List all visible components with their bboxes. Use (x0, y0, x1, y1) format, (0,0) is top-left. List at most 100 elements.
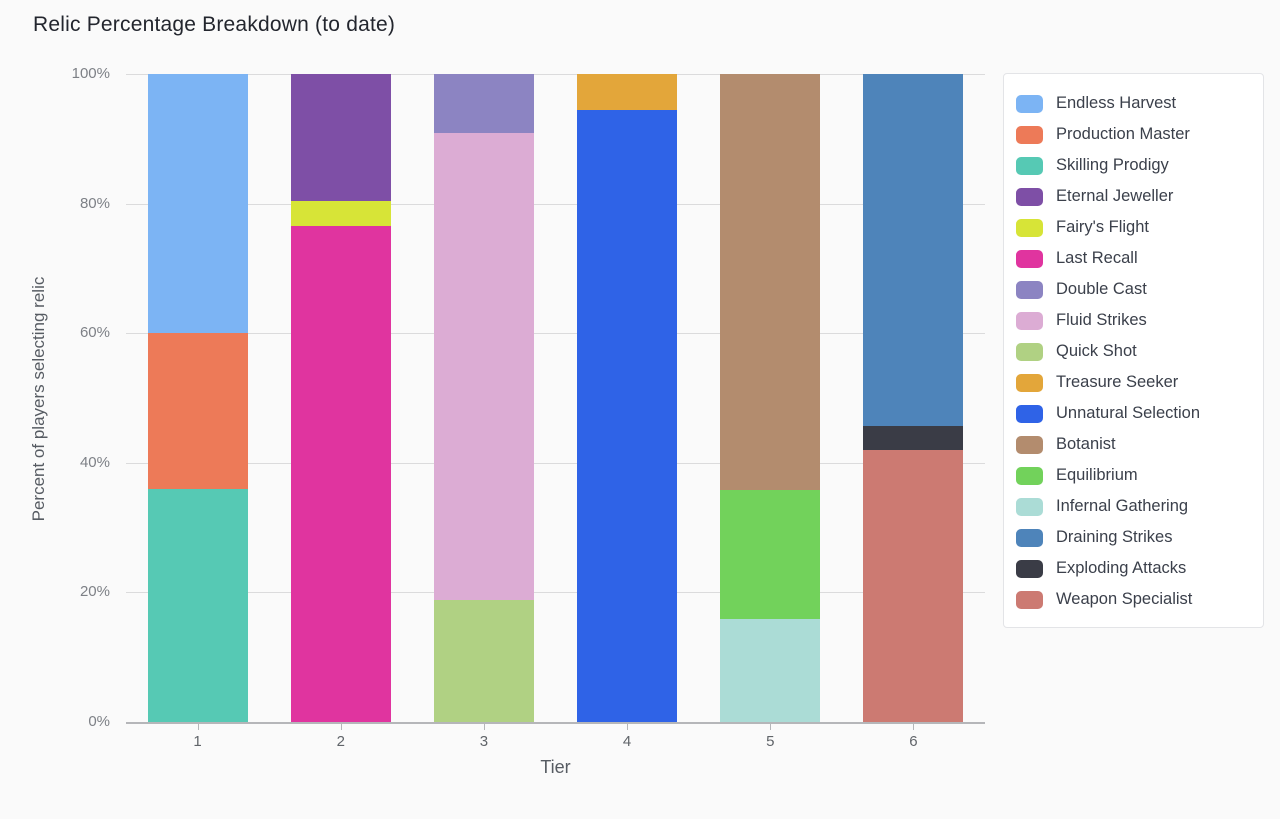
bar-segment[interactable] (433, 132, 534, 601)
legend-swatch (1016, 218, 1043, 237)
legend-label: Botanist (1056, 435, 1116, 453)
bar-segment[interactable] (863, 425, 964, 450)
legend-swatch (1016, 435, 1043, 454)
gridline (126, 333, 985, 335)
legend-item[interactable]: Fluid Strikes (1016, 305, 1249, 336)
legend-label: Last Recall (1056, 249, 1138, 267)
legend-item[interactable]: Double Cast (1016, 274, 1249, 305)
legend-label: Equilibrium (1056, 466, 1138, 484)
stacked-bar-tier-5[interactable] (720, 74, 821, 722)
x-tick-label: 6 (909, 733, 918, 750)
x-tick-mark (770, 724, 772, 730)
legend-swatch (1016, 156, 1043, 175)
stacked-bar-tier-6[interactable] (863, 74, 964, 722)
bar-slot-tier-3 (412, 74, 555, 722)
x-tick-label: 4 (622, 733, 632, 750)
bar-segment[interactable] (577, 110, 678, 722)
legend-item[interactable]: Equilibrium (1016, 460, 1249, 491)
x-axis-title: Tier (540, 757, 571, 777)
legend-item[interactable]: Exploding Attacks (1016, 553, 1249, 584)
x-tick-label: 1 (193, 733, 202, 750)
legend-item[interactable]: Endless Harvest (1016, 88, 1249, 119)
legend-label: Treasure Seeker (1056, 373, 1179, 391)
gridline (126, 462, 985, 464)
bar-segment[interactable] (147, 333, 248, 489)
stacked-bars (126, 74, 985, 722)
y-tick-label: 0% (88, 713, 110, 730)
legend-swatch (1016, 466, 1043, 485)
legend-swatch (1016, 590, 1043, 609)
bar-slot-tier-5 (699, 74, 842, 722)
legend-label: Weapon Specialist (1056, 590, 1193, 608)
bar-segment[interactable] (720, 618, 821, 722)
gridline (126, 74, 985, 75)
bar-segment[interactable] (147, 488, 248, 722)
gridline (126, 592, 985, 594)
legend-swatch (1016, 249, 1043, 268)
x-tick-label: 5 (766, 733, 775, 750)
legend-item[interactable]: Unnatural Selection (1016, 398, 1249, 429)
bar-slot-tier-4 (556, 74, 699, 722)
legend-item[interactable]: Quick Shot (1016, 336, 1249, 367)
x-tick-mark (340, 724, 342, 730)
stacked-bar-tier-1[interactable] (147, 74, 248, 722)
legend-label: Double Cast (1056, 280, 1147, 298)
y-tick-label: 40% (79, 453, 110, 471)
x-tick-label: 3 (479, 733, 489, 750)
stacked-bar-tier-4[interactable] (577, 74, 678, 722)
x-tick-mark (483, 724, 485, 730)
bar-segment[interactable] (863, 74, 964, 426)
x-tick-label: 2 (336, 733, 345, 750)
legend-item[interactable]: Draining Strikes (1016, 522, 1249, 553)
bar-segment[interactable] (863, 449, 964, 722)
legend-swatch (1016, 528, 1043, 547)
legend-item[interactable]: Skilling Prodigy (1016, 150, 1249, 181)
legend-item[interactable]: Treasure Seeker (1016, 367, 1249, 398)
y-axis-tick-labels: 0% 20% 40% 60% 80% 100% (30, 65, 110, 730)
legend-swatch (1016, 559, 1043, 578)
legend-item[interactable]: Weapon Specialist (1016, 584, 1249, 615)
legend-swatch (1016, 187, 1043, 206)
legend-swatch (1016, 280, 1043, 299)
legend-swatch (1016, 404, 1043, 423)
legend-item[interactable]: Eternal Jeweller (1016, 181, 1249, 212)
legend: Endless Harvest Production Master Skilling… (1003, 73, 1264, 628)
bar-slot-tier-2 (269, 74, 412, 722)
legend-swatch (1016, 342, 1043, 361)
legend-label: Eternal Jeweller (1056, 187, 1174, 205)
bar-segment[interactable] (720, 490, 821, 619)
bar-segment[interactable] (147, 74, 248, 334)
bar-segment[interactable] (290, 226, 391, 722)
legend-swatch (1016, 311, 1043, 330)
legend-swatch (1016, 125, 1043, 144)
bar-segment[interactable] (720, 74, 821, 491)
legend-item[interactable]: Fairy's Flight (1016, 212, 1249, 243)
legend-label: Unnatural Selection (1056, 404, 1201, 422)
x-tick-mark (627, 724, 629, 730)
gridline (126, 203, 985, 205)
bar-slot-tier-1 (126, 74, 269, 722)
legend-item[interactable]: Infernal Gathering (1016, 491, 1249, 522)
bar-segment[interactable] (290, 74, 391, 202)
legend-item[interactable]: Last Recall (1016, 243, 1249, 274)
legend-item[interactable]: Botanist (1016, 429, 1249, 460)
legend-label: Production Master (1056, 125, 1190, 143)
legend-label: Exploding Attacks (1056, 559, 1187, 577)
legend-label: Quick Shot (1056, 342, 1137, 360)
plot-area (126, 74, 985, 724)
stacked-bar-tier-3[interactable] (433, 74, 534, 722)
x-axis-tick-marks (126, 724, 985, 730)
legend-item[interactable]: Production Master (1016, 119, 1249, 150)
chart-title: Relic Percentage Breakdown (to date) (33, 13, 396, 36)
bar-segment[interactable] (290, 201, 391, 227)
legend-label: Skilling Prodigy (1056, 156, 1169, 174)
bar-segment[interactable] (433, 74, 534, 133)
x-tick-mark (197, 724, 199, 730)
y-tick-label: 60% (79, 324, 110, 342)
stacked-bar-tier-2[interactable] (290, 74, 391, 722)
legend-swatch (1016, 373, 1043, 392)
bar-segment[interactable] (433, 600, 534, 722)
bar-segment[interactable] (577, 74, 678, 111)
y-tick-label: 20% (79, 583, 110, 601)
